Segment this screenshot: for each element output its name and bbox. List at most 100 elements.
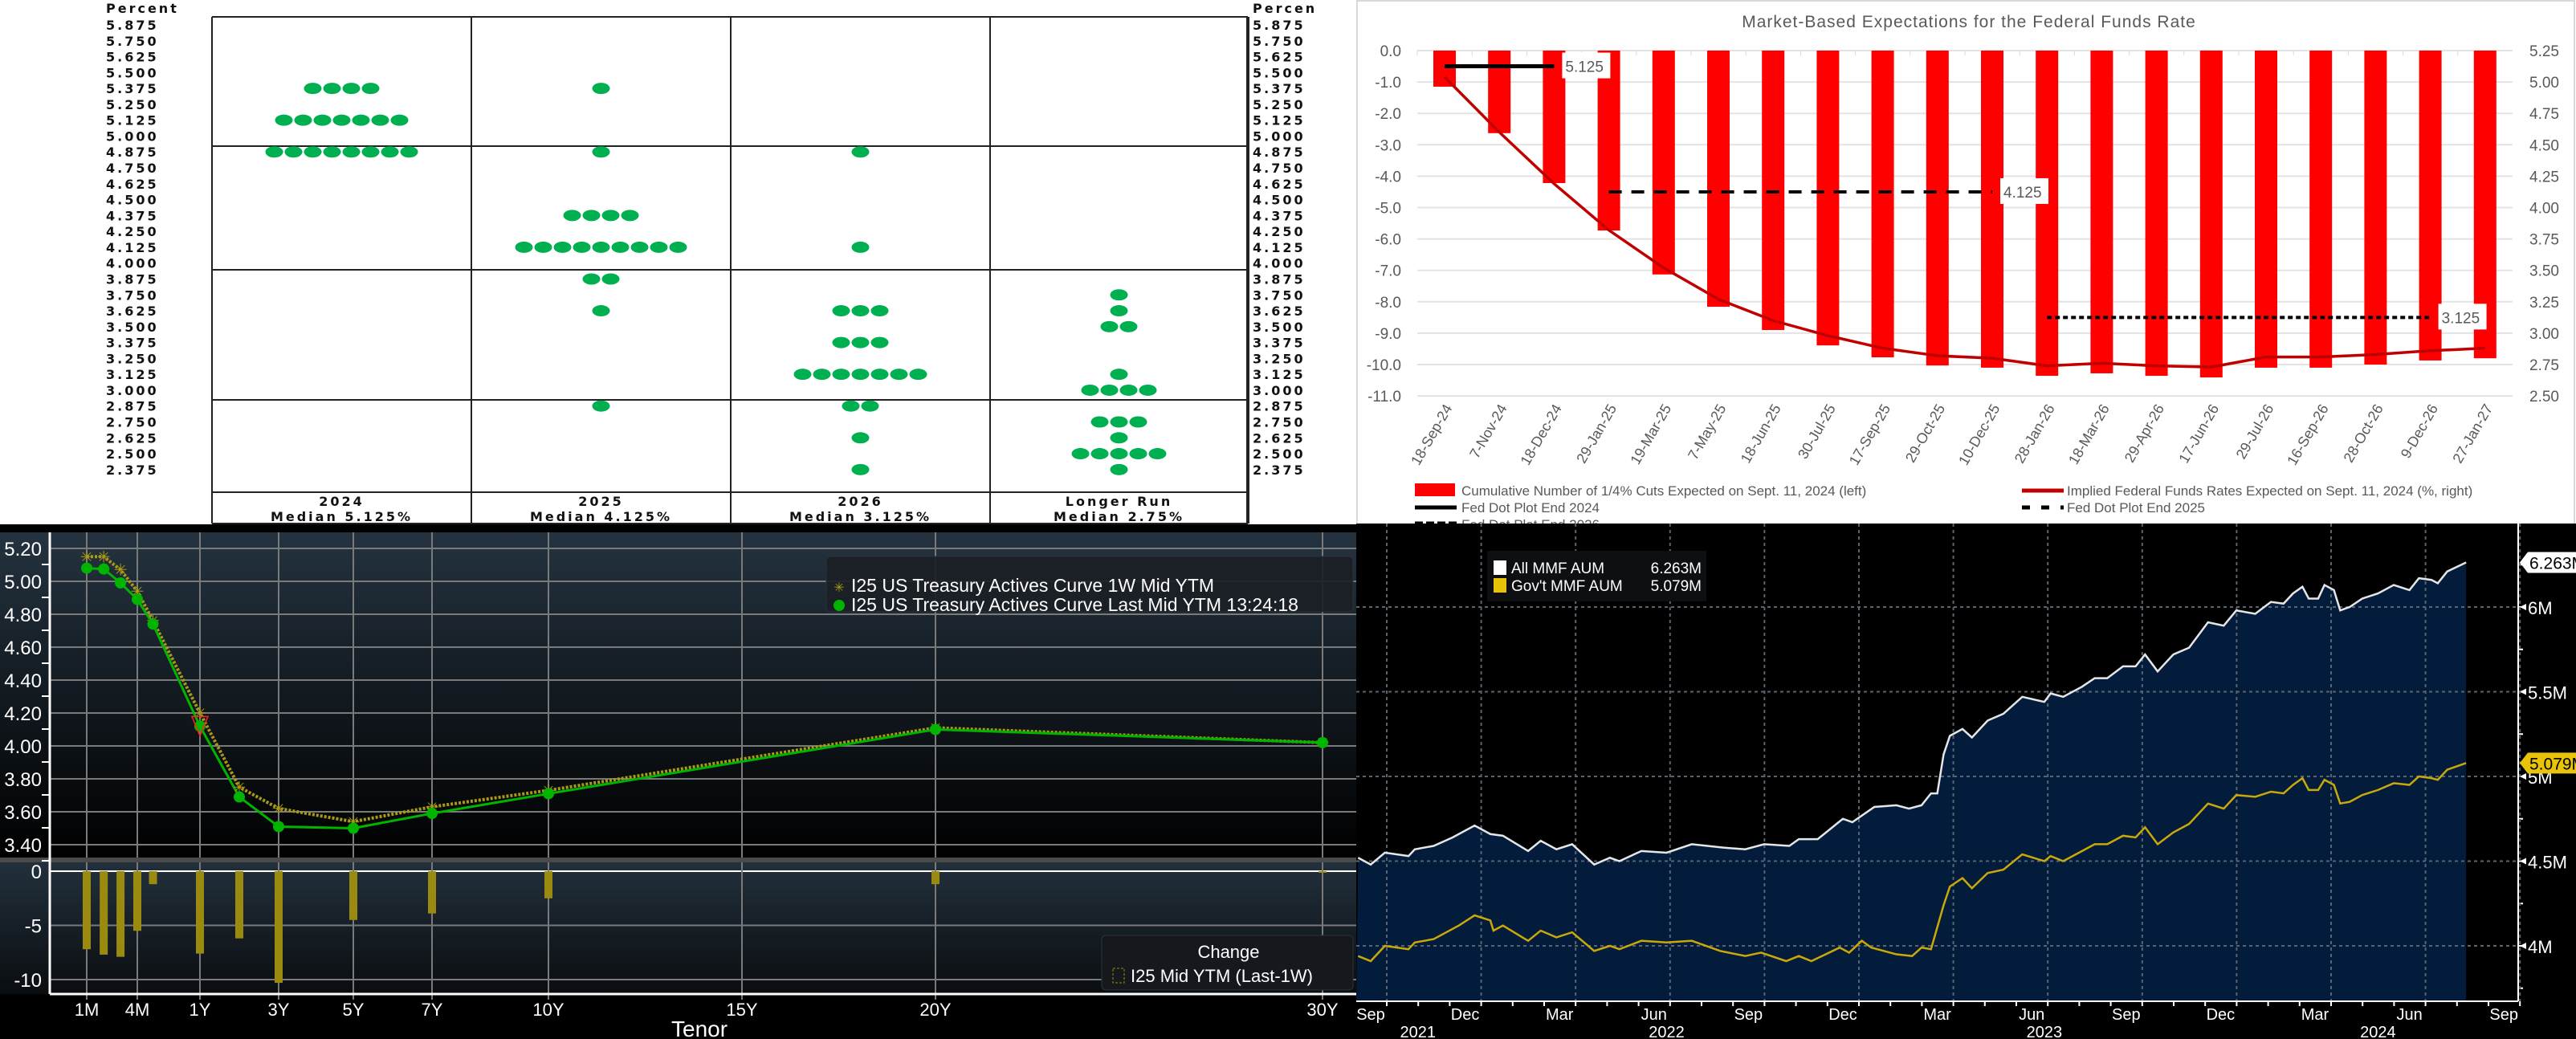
dot-2025	[515, 241, 533, 253]
column-label: 2024	[319, 494, 365, 509]
column-median: Median 4.125%	[530, 509, 672, 524]
bar-cumulative-cuts	[1981, 51, 2003, 368]
column-median: Median 3.125%	[789, 509, 931, 524]
right-axis-tick: 2.50	[2529, 389, 2559, 405]
y-axis-tick: 6M	[2528, 598, 2553, 618]
fed-funds-expectations-chart: Market-Based Expectations for the Federa…	[1356, 0, 2575, 524]
legend-label: All MMF AUM	[1511, 560, 1604, 577]
y-tick-label-left: 3.625	[106, 304, 159, 319]
dot-2026	[813, 369, 831, 381]
y-tick-label-right: 4.750	[1253, 161, 1306, 176]
x-axis-year: 2024	[2360, 1024, 2396, 1039]
x-axis-tick: 10Y	[532, 1000, 564, 1020]
change-bar-7Y	[428, 871, 436, 914]
point-marker	[543, 788, 554, 800]
change-legend-swatch	[1112, 968, 1125, 984]
dot-2025	[669, 241, 687, 253]
dot-2025	[621, 210, 639, 222]
x-axis-tick: 15Y	[726, 1000, 757, 1020]
end-value-tag	[2520, 752, 2576, 774]
dot-longer-run	[1090, 448, 1109, 460]
dot-2024	[371, 114, 389, 126]
x-axis-title: Tenor	[671, 1017, 728, 1039]
line-all-mmf-aum	[1357, 561, 2467, 866]
right-axis-tick: 5.00	[2529, 75, 2559, 92]
y-tick-label-left: 4.750	[106, 161, 159, 176]
y-tick-label-right: 2.500	[1253, 446, 1306, 462]
dot-2024	[313, 114, 332, 126]
dot-2024	[342, 83, 361, 95]
dot-2025	[592, 305, 610, 317]
left-axis-tick: -8.0	[1375, 295, 1401, 312]
dot-2024	[400, 146, 418, 158]
x-axis-month: Sep	[1734, 1006, 1763, 1024]
legend-label: Cumulative Number of 1/4% Cuts Expected …	[1461, 483, 1866, 499]
y-axis-tick: 3.40	[4, 835, 42, 857]
bar-cumulative-cuts	[1816, 51, 1840, 346]
y-tick-label-right: 3.625	[1253, 304, 1306, 319]
y-axis-tick: 5.20	[4, 539, 42, 560]
dot-longer-run	[1110, 305, 1128, 317]
dot-2026	[832, 369, 850, 381]
y-tick-label-left: 4.250	[106, 224, 159, 239]
point-marker	[81, 562, 92, 574]
x-axis-month: Jun	[2019, 1006, 2044, 1024]
dot-2025	[601, 273, 620, 285]
x-axis-tick: 5Y	[343, 1000, 365, 1020]
y-tick-label-left: 3.500	[106, 320, 159, 335]
dot-2025	[601, 210, 620, 222]
y-axis-title-right: Percent	[1253, 1, 1317, 16]
dot-2025	[582, 273, 601, 285]
right-axis-tick: 3.50	[2529, 263, 2559, 280]
y-tick-label-right: 2.375	[1253, 462, 1306, 478]
bar-cumulative-cuts	[1433, 51, 1456, 87]
x-axis-month: Mar	[2301, 1006, 2329, 1024]
dot-2025	[592, 146, 610, 158]
y-tick-label-right: 3.875	[1253, 271, 1306, 287]
right-axis-tick: 2.75	[2529, 357, 2559, 374]
y-tick-label-left: 3.250	[106, 351, 159, 366]
dot-2024	[284, 146, 303, 158]
y-axis-tick: 4.00	[4, 736, 42, 758]
point-marker	[348, 822, 359, 834]
dot-2024	[342, 146, 361, 158]
y-tick-label-left: 5.125	[106, 113, 159, 128]
dot-2024	[352, 114, 370, 126]
bar-cumulative-cuts	[2419, 51, 2442, 361]
change-bar-5Y	[349, 871, 357, 920]
dot-longer-run	[1110, 289, 1128, 301]
bar-cumulative-cuts	[1926, 51, 1949, 366]
left-axis-tick: -9.0	[1375, 326, 1401, 343]
dot-2025	[592, 83, 610, 95]
x-axis-month: Dec	[2207, 1006, 2236, 1024]
bar-cumulative-cuts	[1543, 51, 1566, 184]
y-tick-label-left: 5.500	[106, 65, 159, 80]
fomc-dot-plot-chart: PercentPercent5.8755.8755.7505.7505.6255…	[106, 1, 1317, 524]
dot-longer-run	[1110, 432, 1128, 444]
legend-value: 6.263M	[1651, 560, 1702, 577]
x-axis-tick: 1M	[75, 1000, 100, 1020]
reference-label: 5.125	[1565, 59, 1604, 76]
x-axis-month: Mar	[1923, 1006, 1951, 1024]
y-tick-label-left: 4.500	[106, 193, 159, 208]
dot-longer-run	[1090, 416, 1109, 428]
x-axis-tick: 3Y	[268, 1000, 290, 1020]
column-label: Longer Run	[1066, 494, 1172, 509]
dot-2026	[870, 336, 889, 348]
dot-2026	[832, 336, 850, 348]
y-axis-tick: 4.40	[4, 670, 42, 692]
left-axis-tick: -10.0	[1367, 357, 1401, 374]
dot-2026	[890, 369, 908, 381]
bar-cumulative-cuts	[2255, 51, 2277, 368]
dot-2026	[870, 305, 889, 317]
legend-label: I25 US Treasury Actives Curve 1W Mid YTM	[851, 575, 1214, 596]
y-tick-label-right: 4.000	[1253, 256, 1306, 271]
dot-longer-run	[1110, 463, 1128, 475]
dot-2026	[909, 369, 927, 381]
legend-label: Fed Dot Plot End 2025	[2067, 500, 2205, 515]
y-tick-label-left: 3.125	[106, 367, 159, 382]
x-axis-month: Sep	[2112, 1006, 2141, 1024]
dot-2024	[323, 146, 341, 158]
y-tick-label-left: 3.375	[106, 336, 159, 351]
dot-2025	[582, 210, 601, 222]
